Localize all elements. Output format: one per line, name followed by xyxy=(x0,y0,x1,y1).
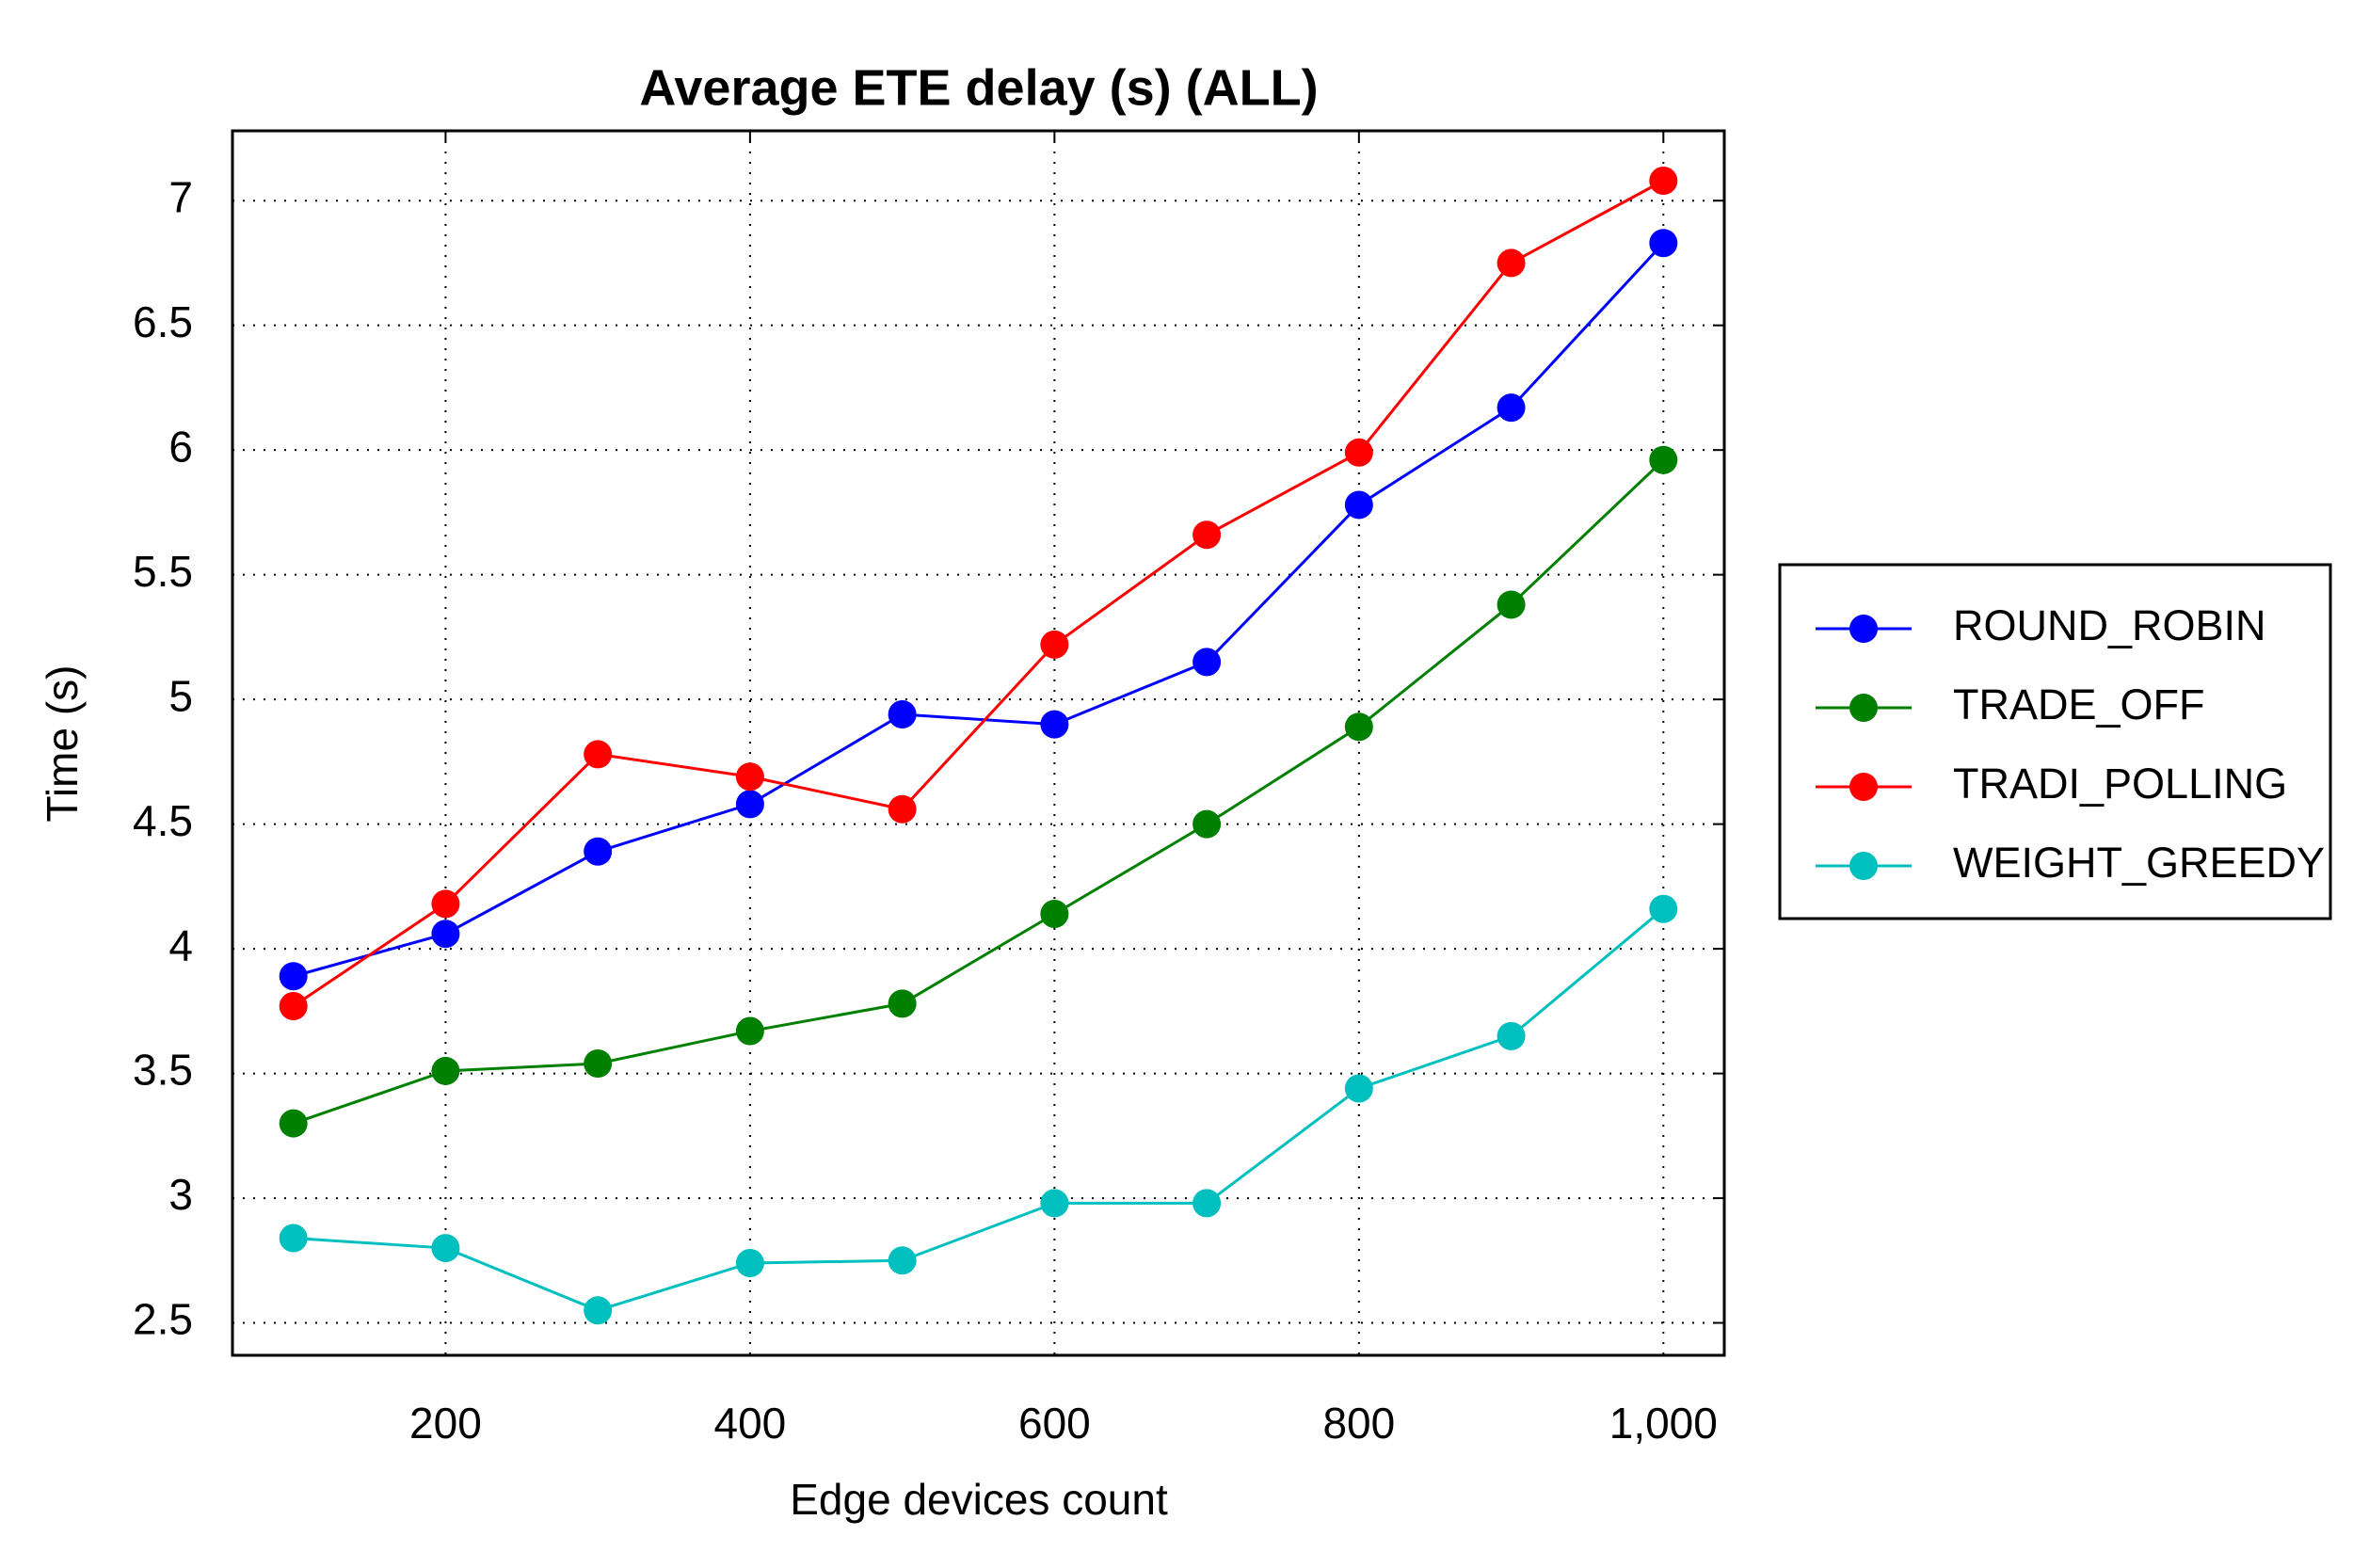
x-tick-label: 400 xyxy=(714,1399,787,1448)
legend-label: TRADE_OFF xyxy=(1953,680,2205,728)
x-tick-label: 1,000 xyxy=(1609,1399,1718,1448)
y-tick-label: 3.5 xyxy=(133,1046,193,1095)
data-point xyxy=(1040,900,1069,929)
data-point xyxy=(279,1224,308,1253)
y-tick-label: 4.5 xyxy=(133,796,193,845)
series-line xyxy=(293,242,1665,978)
data-point xyxy=(584,1296,613,1325)
data-point xyxy=(1040,1189,1069,1218)
data-point xyxy=(1344,490,1373,520)
y-axis-label: Time (s) xyxy=(38,665,87,823)
series-line xyxy=(293,458,1665,1125)
x-tick-label: 200 xyxy=(409,1399,482,1448)
data-point xyxy=(431,1234,460,1263)
data-point xyxy=(1497,248,1526,278)
data-point xyxy=(735,762,764,792)
data-point xyxy=(279,992,308,1021)
y-tick-label: 4 xyxy=(168,920,193,969)
data-point xyxy=(1193,809,1222,839)
data-point xyxy=(584,740,613,769)
data-point xyxy=(1649,166,1678,195)
data-point xyxy=(1040,710,1069,739)
legend-marker xyxy=(1849,615,1878,643)
y-tick-label: 7 xyxy=(168,172,193,221)
data-point xyxy=(1649,445,1678,474)
data-point xyxy=(431,920,460,949)
data-point xyxy=(888,989,917,1018)
data-point xyxy=(735,1016,764,1046)
data-point xyxy=(888,1246,917,1275)
data-point xyxy=(279,1109,308,1138)
data-point xyxy=(1193,1189,1222,1218)
y-tick-label: 5 xyxy=(168,671,193,720)
x-axis-label: Edge devices count xyxy=(790,1475,1168,1524)
y-tick-label: 5.5 xyxy=(133,547,193,596)
plot-frame xyxy=(231,129,1726,1357)
data-point xyxy=(1497,590,1526,619)
x-tick-label: 600 xyxy=(1018,1399,1091,1448)
data-point xyxy=(431,889,460,919)
data-point xyxy=(1344,1074,1373,1103)
legend-marker xyxy=(1849,773,1878,801)
data-point xyxy=(1497,393,1526,423)
legend-label: TRADI_POLLING xyxy=(1953,760,2287,808)
y-tick-label: 2.5 xyxy=(133,1295,193,1344)
data-point xyxy=(1040,630,1069,659)
chart-title: Average ETE delay (s) (ALL) xyxy=(639,59,1318,116)
data-point xyxy=(1193,648,1222,677)
data-point xyxy=(735,1248,764,1277)
data-point xyxy=(1649,894,1678,923)
x-tick-label: 800 xyxy=(1322,1399,1395,1448)
data-point xyxy=(888,700,917,729)
data-point xyxy=(888,794,917,824)
data-point xyxy=(1344,438,1373,467)
y-tick-label: 6.5 xyxy=(133,297,193,346)
legend-label: ROUND_ROBIN xyxy=(1953,601,2266,649)
series-line xyxy=(292,179,1665,1008)
y-tick-label: 6 xyxy=(168,422,193,471)
data-point xyxy=(1497,1021,1526,1050)
legend-marker xyxy=(1849,694,1878,722)
legend-marker xyxy=(1849,852,1878,880)
data-point xyxy=(584,837,613,866)
data-point xyxy=(584,1048,613,1078)
y-tick-label: 3 xyxy=(168,1170,193,1219)
series-line xyxy=(293,907,1665,1312)
data-point xyxy=(1344,712,1373,742)
legend-label: WEIGHT_GREEDY xyxy=(1953,839,2325,887)
data-point xyxy=(431,1056,460,1085)
data-point xyxy=(735,790,764,819)
data-point xyxy=(1193,520,1222,550)
data-point xyxy=(279,962,308,991)
data-point xyxy=(1649,229,1678,258)
